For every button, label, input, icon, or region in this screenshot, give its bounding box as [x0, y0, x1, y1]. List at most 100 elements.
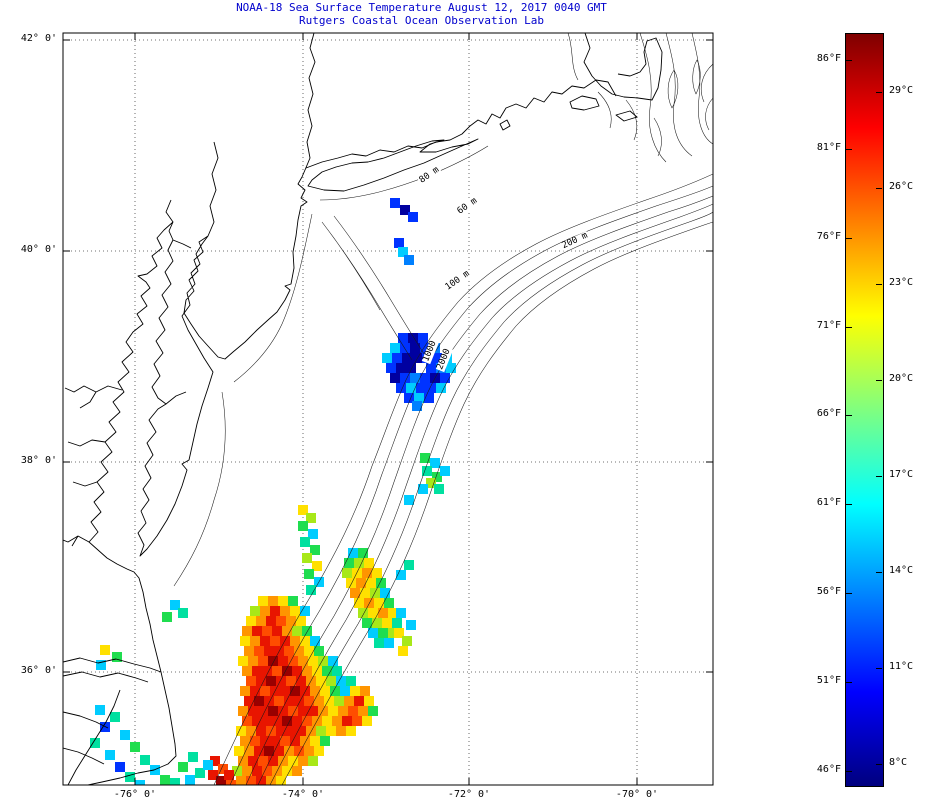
bathy-contour-80m [229, 185, 713, 785]
sst-cell [324, 696, 334, 706]
river-james [63, 535, 90, 547]
sst-cell [254, 646, 264, 656]
coastline-pamlico-inner [67, 689, 121, 785]
sst-cell [300, 686, 310, 696]
sst-cell [250, 686, 260, 696]
sst-cell [238, 706, 248, 716]
sst-cell [400, 343, 410, 353]
sst-cell [112, 652, 122, 662]
sst-cell [292, 626, 302, 636]
sst-cell [332, 666, 342, 676]
sst-cell [284, 646, 294, 656]
sst-cell [374, 638, 384, 648]
sst-cell [308, 529, 318, 539]
sst-cell [396, 608, 406, 618]
river-delaware-upper [207, 141, 219, 237]
sst-cell [250, 736, 260, 746]
sst-cell [350, 686, 360, 696]
sst-cell [218, 764, 228, 774]
sst-cell [248, 656, 258, 666]
sst-cell [432, 472, 442, 482]
bathy-contour-60m [213, 173, 713, 785]
sst-cell [368, 706, 378, 716]
figure-title: NOAA-18 Sea Surface Temperature August 1… [236, 1, 607, 14]
sst-cell [262, 626, 272, 636]
sst-cell [346, 578, 356, 588]
sst-cell [404, 560, 414, 570]
sst-cell [252, 626, 262, 636]
bathy-contour-200m [257, 203, 713, 785]
colorbar-tick [876, 476, 882, 477]
sst-cell [292, 766, 302, 776]
sst-cell [388, 628, 398, 638]
sst-cell [434, 484, 444, 494]
sst-cell [242, 626, 252, 636]
island-nantucket [615, 110, 638, 122]
sst-cell [392, 353, 402, 363]
coastline-massachusetts-cape-cod [583, 33, 663, 101]
bathy-contour-100m [245, 195, 713, 785]
sst-cell [280, 686, 290, 696]
sst-cell [248, 706, 258, 716]
sst-cell [262, 766, 272, 776]
sst-cell [90, 738, 100, 748]
colorbar-tick [846, 504, 852, 505]
sst-cell [290, 606, 300, 616]
sst-cell [398, 646, 408, 656]
sst-cell [352, 568, 362, 578]
sst-cell [374, 598, 384, 608]
sst-cell [422, 466, 432, 476]
sst-cell [356, 578, 366, 588]
sst-cell [246, 676, 256, 686]
sst-cell [272, 716, 282, 726]
sst-cell [354, 696, 364, 706]
sst-cell [260, 686, 270, 696]
coastline-nj-delmarva-chesapeake [87, 176, 308, 785]
sst-cell [310, 736, 320, 746]
sst-cell [284, 696, 294, 706]
bathy-long-island-inshore [319, 145, 489, 201]
sst-cell [288, 596, 298, 606]
sst-cell [268, 596, 278, 606]
sst-cell [232, 766, 242, 776]
sst-cell [272, 666, 282, 676]
sst-cell [278, 756, 288, 766]
sst-cell [262, 666, 272, 676]
bathy-hudson-shelf-valley [321, 215, 425, 361]
sst-cell [312, 561, 322, 571]
sst-cell [410, 343, 420, 353]
sst-cell [290, 686, 300, 696]
sst-cell [312, 666, 322, 676]
sst-cell [266, 676, 276, 686]
sst-cell [286, 676, 296, 686]
sst-cell [446, 363, 456, 373]
sst-cell [300, 736, 310, 746]
sst-cell [298, 656, 308, 666]
bathy-inshore-delmarva [173, 391, 226, 587]
sst-cell [332, 716, 342, 726]
sst-cell [208, 770, 218, 780]
sst-cell [236, 726, 246, 736]
sst-cell [402, 636, 412, 646]
sst-cell [418, 484, 428, 494]
sound-albemarle [63, 657, 162, 683]
sst-cell [420, 373, 430, 383]
colorbar-tick [846, 415, 852, 416]
sst-cell [386, 363, 396, 373]
sst-cell [244, 696, 254, 706]
sst-cell [270, 736, 280, 746]
sst-cell [244, 746, 254, 756]
sst-cell [302, 553, 312, 563]
sst-cell [372, 568, 382, 578]
sst-cell [298, 505, 308, 515]
sst-cell [262, 716, 272, 726]
sst-cell [270, 606, 280, 616]
figure-subtitle: Rutgers Coastal Ocean Observation Lab [298, 14, 545, 27]
sst-cell [260, 636, 270, 646]
sst-cell [344, 558, 354, 568]
colorbar-tick [846, 327, 852, 328]
coastline-layer [63, 33, 663, 785]
sst-cell [270, 636, 280, 646]
sst-cell [268, 706, 278, 716]
